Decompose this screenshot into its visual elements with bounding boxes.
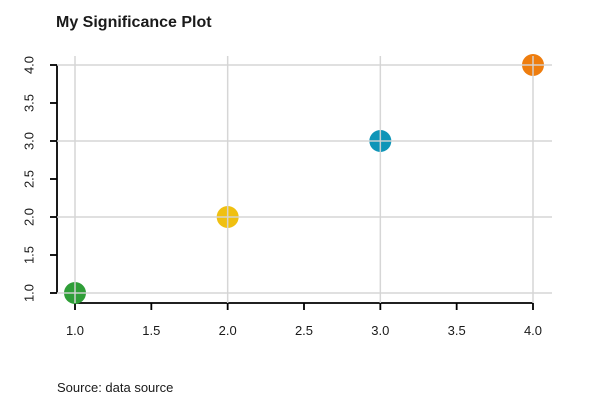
y-tick-label-3.0: 3.0 xyxy=(22,132,37,150)
y-tick-label-1.0: 1.0 xyxy=(22,284,37,302)
y-tick-label-1.5: 1.5 xyxy=(22,246,37,264)
y-tick-label-3.5: 3.5 xyxy=(22,94,37,112)
y-tick-label-4.0: 4.0 xyxy=(22,56,37,74)
y-tick-label-2.0: 2.0 xyxy=(22,208,37,226)
x-tick-label-4.0: 4.0 xyxy=(524,323,542,338)
x-tick-label-3.5: 3.5 xyxy=(448,323,466,338)
x-tick-label-2.0: 2.0 xyxy=(219,323,237,338)
y-tick-label-2.5: 2.5 xyxy=(22,170,37,188)
source-caption: Source: data source xyxy=(57,380,174,395)
chart-title: My Significance Plot xyxy=(56,14,212,31)
x-tick-label-1.0: 1.0 xyxy=(66,323,84,338)
x-tick-label-2.5: 2.5 xyxy=(295,323,313,338)
x-tick-label-1.5: 1.5 xyxy=(142,323,160,338)
x-tick-label-3.0: 3.0 xyxy=(371,323,389,338)
